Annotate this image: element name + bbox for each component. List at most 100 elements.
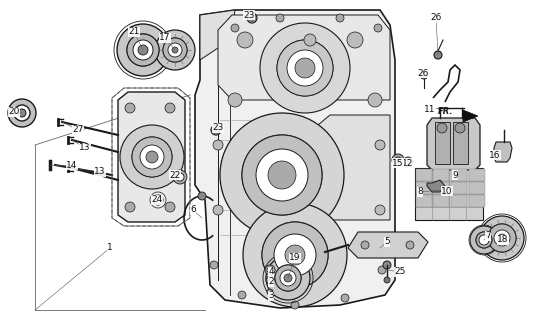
Bar bbox=[416, 182, 432, 194]
Circle shape bbox=[284, 274, 292, 282]
Bar bbox=[469, 182, 485, 194]
Circle shape bbox=[165, 103, 175, 113]
Circle shape bbox=[163, 38, 187, 62]
Circle shape bbox=[494, 230, 510, 246]
Circle shape bbox=[132, 137, 172, 177]
Circle shape bbox=[256, 149, 308, 201]
Text: 3: 3 bbox=[268, 292, 274, 300]
Text: 14: 14 bbox=[66, 161, 78, 170]
Circle shape bbox=[18, 109, 26, 117]
Polygon shape bbox=[200, 10, 235, 60]
Circle shape bbox=[375, 205, 385, 215]
Text: 1: 1 bbox=[107, 244, 113, 252]
Bar bbox=[416, 195, 432, 207]
Circle shape bbox=[347, 32, 363, 48]
Circle shape bbox=[117, 24, 169, 76]
Circle shape bbox=[247, 13, 257, 23]
Polygon shape bbox=[118, 92, 185, 222]
Circle shape bbox=[146, 151, 158, 163]
Circle shape bbox=[267, 267, 273, 273]
Circle shape bbox=[138, 45, 148, 55]
Circle shape bbox=[476, 232, 492, 248]
Circle shape bbox=[488, 224, 516, 252]
Circle shape bbox=[291, 301, 299, 309]
Circle shape bbox=[277, 40, 333, 96]
Text: 8: 8 bbox=[417, 188, 423, 196]
Circle shape bbox=[403, 157, 413, 167]
Circle shape bbox=[295, 58, 315, 78]
Text: FR.: FR. bbox=[438, 108, 453, 116]
Text: 21: 21 bbox=[128, 28, 140, 36]
Circle shape bbox=[165, 202, 175, 212]
Circle shape bbox=[262, 222, 328, 288]
Circle shape bbox=[153, 195, 163, 205]
Circle shape bbox=[163, 38, 187, 62]
Bar bbox=[433, 182, 449, 194]
Circle shape bbox=[275, 265, 301, 291]
Circle shape bbox=[125, 103, 135, 113]
Bar bbox=[433, 195, 449, 207]
Polygon shape bbox=[427, 180, 445, 192]
Bar bbox=[469, 169, 485, 181]
Circle shape bbox=[140, 145, 164, 169]
Circle shape bbox=[276, 14, 284, 22]
Bar bbox=[451, 195, 467, 207]
Circle shape bbox=[395, 157, 401, 163]
Circle shape bbox=[304, 34, 316, 46]
Text: 10: 10 bbox=[441, 187, 453, 196]
Circle shape bbox=[242, 135, 322, 215]
Circle shape bbox=[231, 24, 239, 32]
Circle shape bbox=[243, 203, 347, 307]
Circle shape bbox=[211, 125, 221, 135]
Text: 24: 24 bbox=[151, 196, 162, 204]
Polygon shape bbox=[195, 10, 395, 308]
Circle shape bbox=[242, 135, 322, 215]
Circle shape bbox=[267, 289, 273, 295]
Circle shape bbox=[479, 235, 489, 245]
Circle shape bbox=[265, 265, 275, 275]
Circle shape bbox=[488, 224, 516, 252]
Bar bbox=[416, 169, 432, 181]
Text: 23: 23 bbox=[243, 11, 255, 20]
Polygon shape bbox=[427, 118, 480, 170]
Circle shape bbox=[455, 123, 465, 133]
Text: 23: 23 bbox=[212, 124, 224, 132]
Text: 9: 9 bbox=[452, 171, 458, 180]
Bar bbox=[415, 168, 483, 220]
Circle shape bbox=[168, 43, 182, 57]
Circle shape bbox=[480, 216, 524, 260]
Circle shape bbox=[268, 161, 296, 189]
Circle shape bbox=[285, 245, 305, 265]
Circle shape bbox=[378, 266, 386, 274]
Circle shape bbox=[375, 140, 385, 150]
Bar bbox=[451, 182, 467, 194]
Circle shape bbox=[341, 294, 349, 302]
Text: 20: 20 bbox=[8, 108, 20, 116]
Circle shape bbox=[198, 192, 206, 200]
Text: 26: 26 bbox=[418, 68, 428, 77]
Circle shape bbox=[470, 226, 498, 254]
Circle shape bbox=[498, 234, 506, 242]
Text: 18: 18 bbox=[497, 236, 509, 244]
Circle shape bbox=[172, 47, 178, 53]
Circle shape bbox=[133, 40, 153, 60]
Text: 6: 6 bbox=[190, 205, 196, 214]
Text: 13: 13 bbox=[94, 167, 106, 177]
Circle shape bbox=[238, 291, 246, 299]
Circle shape bbox=[260, 23, 350, 113]
Circle shape bbox=[266, 276, 274, 284]
Circle shape bbox=[155, 30, 195, 70]
Circle shape bbox=[374, 24, 382, 32]
Circle shape bbox=[127, 34, 159, 66]
Bar bbox=[453, 122, 468, 164]
Circle shape bbox=[406, 241, 414, 249]
Circle shape bbox=[476, 232, 492, 248]
Text: 2: 2 bbox=[268, 277, 274, 286]
Polygon shape bbox=[218, 15, 390, 100]
Text: 11: 11 bbox=[424, 106, 435, 115]
Polygon shape bbox=[494, 142, 512, 162]
Bar bbox=[451, 169, 467, 181]
Circle shape bbox=[120, 125, 184, 189]
Text: 25: 25 bbox=[394, 268, 406, 276]
Circle shape bbox=[132, 137, 172, 177]
